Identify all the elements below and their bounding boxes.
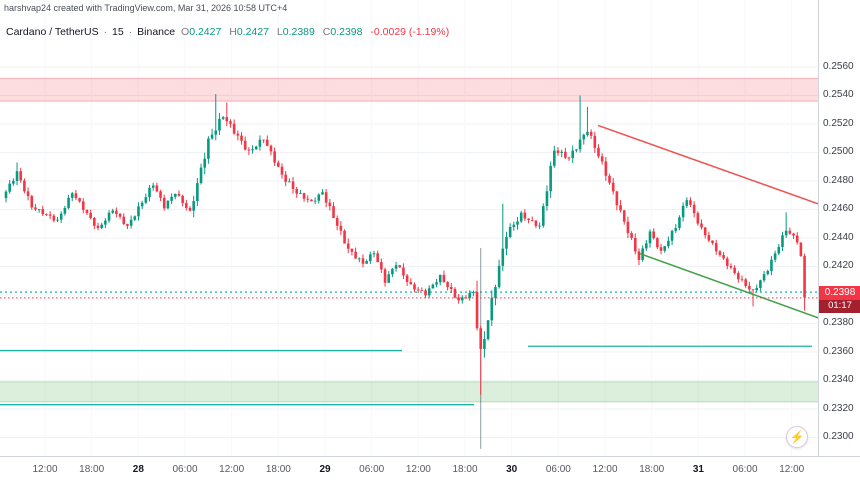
price-axis-label: 0.2540	[823, 89, 854, 101]
time-axis-label: 18:00	[639, 464, 665, 475]
time-axis-label: 18:00	[265, 464, 291, 475]
ohlc-low-value: 0.2389	[282, 26, 315, 38]
price-axis-label: 0.2360	[823, 345, 854, 357]
price-axis-label: 0.2340	[823, 374, 854, 386]
price-axis-label: 0.2420	[823, 260, 854, 272]
price-axis-label: 0.2560	[823, 60, 854, 72]
time-axis-label: 06:00	[545, 464, 571, 475]
ohlc-close-key: C	[322, 26, 331, 38]
time-axis-label: 12:00	[32, 464, 58, 475]
price-axis-label: 0.2440	[823, 231, 854, 243]
reaction-button[interactable]: ⚡	[786, 426, 808, 448]
price-axis-label: 0.2320	[823, 402, 854, 414]
price-axis-label: 0.2520	[823, 117, 854, 129]
price-axis[interactable]: 0.2398 01:17 0.2560 0.2540 0.2520 0.2500 0.2…	[818, 0, 860, 456]
ohlc-open-value: 0.2427	[189, 26, 222, 38]
time-axis-day-label: 30	[506, 464, 518, 475]
lightning-icon: ⚡	[789, 430, 805, 444]
time-axis-label: 12:00	[405, 464, 431, 475]
time-axis-label: 06:00	[172, 464, 198, 475]
symbol-title: Cardano / TetherUS	[6, 26, 99, 38]
time-axis-label: 12:00	[779, 464, 805, 475]
candlestick-chart[interactable]	[0, 0, 818, 456]
interval-label: 15	[112, 26, 124, 38]
ohlc-open-key: O	[181, 26, 190, 38]
time-axis-label: 06:00	[732, 464, 758, 475]
ohlc-low-key: L	[276, 26, 283, 38]
legend-separator: ·	[103, 26, 108, 38]
symbol-legend[interactable]: Cardano / TetherUS · 15 · Binance O0.2427 …	[6, 26, 452, 38]
change-label: -0.0029 (-1.19%)	[370, 26, 450, 38]
ohlc-high-value: 0.2427	[236, 26, 269, 38]
price-axis-label: 0.2500	[823, 146, 854, 158]
time-axis-label: 06:00	[359, 464, 385, 475]
price-axis-label: 0.2460	[823, 203, 854, 215]
bar-countdown: 01:17	[819, 299, 860, 313]
ohlc-high-key: H	[229, 26, 237, 38]
exchange-label: Binance	[137, 26, 176, 38]
price-axis-label: 0.2480	[823, 174, 854, 186]
legend-separator: ·	[128, 26, 133, 38]
time-axis[interactable]: 12:00 18:00 28 06:00 12:00 18:00 29 06:00 12:00 1…	[0, 456, 860, 484]
time-axis-day-label: 31	[692, 464, 704, 475]
current-price-badge: 0.2398 01:17	[819, 285, 860, 313]
time-axis-label: 12:00	[592, 464, 618, 475]
time-axis-day-label: 28	[132, 464, 144, 475]
ohlc-close-value: 0.2398	[330, 26, 363, 38]
time-axis-day-label: 29	[319, 464, 331, 475]
time-axis-label: 18:00	[452, 464, 478, 475]
time-axis-label: 18:00	[79, 464, 105, 475]
time-axis-label: 12:00	[219, 464, 245, 475]
chart-pane[interactable]: harshvap24 created with TradingView.com,…	[0, 0, 818, 456]
current-price-value: 0.2398	[819, 285, 860, 300]
watermark: harshvap24 created with TradingView.com,…	[4, 3, 288, 13]
price-axis-label: 0.2380	[823, 317, 854, 329]
price-axis-label: 0.2300	[823, 431, 854, 443]
